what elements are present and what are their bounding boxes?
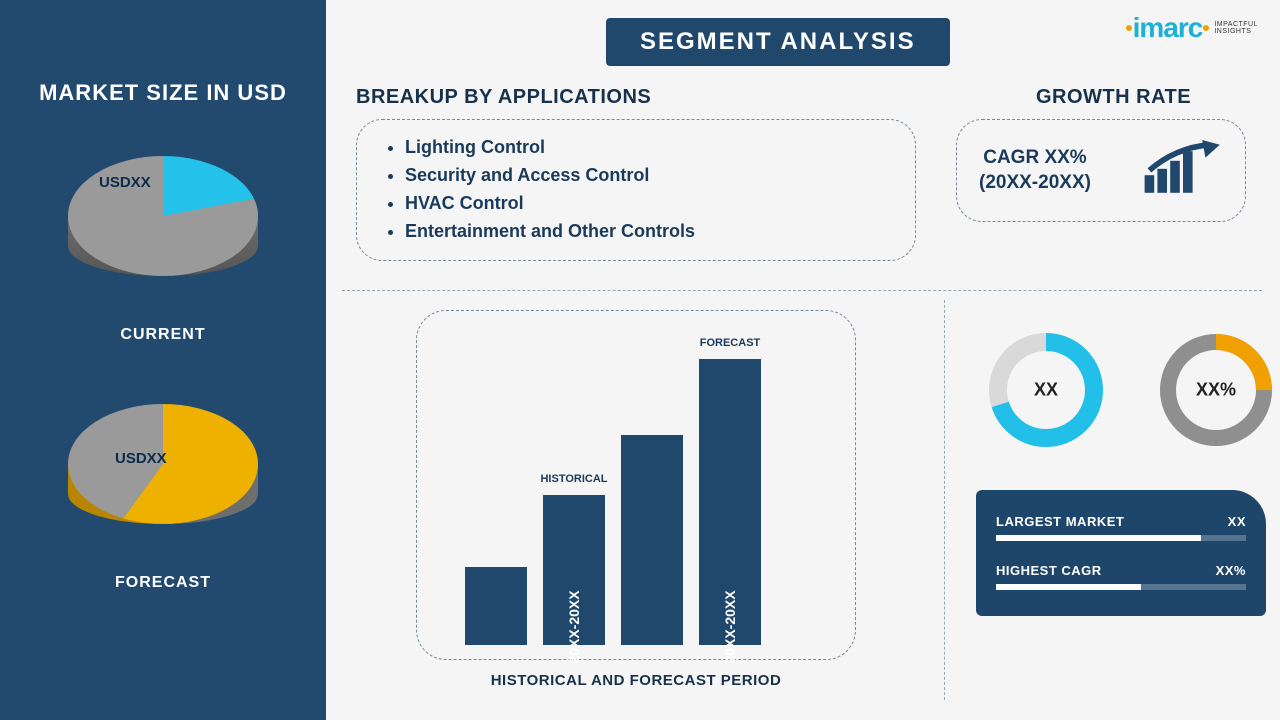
- pie-value-label: USDXX: [115, 450, 167, 467]
- logo-sub-line: INSIGHTS: [1214, 28, 1251, 35]
- pie-top: [68, 156, 258, 276]
- logo-dot-icon: [1203, 25, 1209, 31]
- growth-text: CAGR XX% (20XX-20XX): [979, 146, 1091, 195]
- pie-forecast: USDXX: [53, 384, 273, 564]
- page-title: SEGMENT ANALYSIS: [606, 18, 950, 66]
- logo-sub-line: IMPACTFUL: [1214, 21, 1258, 28]
- donut-label: XX%: [1196, 380, 1236, 401]
- growth-period: (20XX-20XX): [979, 172, 1091, 193]
- donut-highest-cagr: XX%: [1156, 330, 1276, 450]
- breakup-section: BREAKUP BY APPLICATIONS Lighting Control…: [356, 86, 916, 261]
- bar: HISTORICAL20XX-20XX: [543, 495, 605, 645]
- info-label: HIGHEST CAGR: [996, 563, 1102, 578]
- info-bar-fill: [996, 535, 1201, 541]
- logo-subtitle: IMPACTFUL INSIGHTS: [1214, 21, 1258, 35]
- info-card: LARGEST MARKET XX HIGHEST CAGR XX%: [976, 490, 1266, 616]
- growth-chart-icon: [1143, 138, 1223, 203]
- donut-largest-market: XX: [986, 330, 1106, 450]
- logo-text: imarc: [1133, 12, 1203, 44]
- growth-cagr: CAGR XX%: [983, 147, 1086, 168]
- bar-period-label: 20XX-20XX: [722, 590, 738, 663]
- growth-box: CAGR XX% (20XX-20XX): [956, 119, 1246, 222]
- info-value: XX%: [1216, 563, 1246, 578]
- divider-horizontal: [342, 290, 1262, 291]
- historical-forecast-section: HISTORICAL20XX-20XXFORECAST20XX-20XX HIS…: [366, 310, 926, 660]
- pie-value-label: USDXX: [99, 174, 151, 191]
- breakup-box: Lighting ControlSecurity and Access Cont…: [356, 119, 916, 261]
- donut-charts: XX XX%: [986, 330, 1276, 450]
- growth-section: GROWTH RATE CAGR XX% (20XX-20XX): [956, 86, 1246, 222]
- info-label: LARGEST MARKET: [996, 514, 1124, 529]
- breakup-item: Lighting Control: [405, 134, 715, 162]
- pie-caption-forecast: FORECAST: [115, 574, 211, 592]
- brand-logo: imarc IMPACTFUL INSIGHTS: [1125, 12, 1258, 44]
- info-bar-fill: [996, 584, 1141, 590]
- hist-caption: HISTORICAL AND FORECAST PERIOD: [491, 672, 782, 689]
- breakup-title: BREAKUP BY APPLICATIONS: [356, 86, 916, 109]
- pie-caption-current: CURRENT: [120, 326, 205, 344]
- pie-current: USDXX: [53, 136, 273, 316]
- hist-chart-box: HISTORICAL20XX-20XXFORECAST20XX-20XX HIS…: [416, 310, 856, 660]
- breakup-item: HVAC Control: [405, 190, 715, 218]
- bar-top-label: HISTORICAL: [540, 473, 607, 485]
- breakup-item: Security and Access Control: [405, 162, 715, 190]
- breakup-item: Entertainment and Other Controls: [405, 218, 715, 246]
- info-row: LARGEST MARKET XX: [996, 514, 1246, 541]
- logo-dot-icon: [1126, 25, 1132, 31]
- bar: [621, 435, 683, 645]
- bar: [465, 567, 527, 645]
- divider-vertical: [944, 300, 945, 700]
- info-bar: [996, 535, 1246, 541]
- info-bar: [996, 584, 1246, 590]
- bar: FORECAST20XX-20XX: [699, 359, 761, 645]
- growth-title: GROWTH RATE: [1036, 86, 1246, 109]
- donut-label: XX: [1034, 380, 1058, 401]
- breakup-list: Lighting ControlSecurity and Access Cont…: [383, 134, 715, 246]
- market-size-panel: MARKET SIZE IN USD USDXX CURRENT USDXX F…: [0, 0, 326, 720]
- market-size-title: MARKET SIZE IN USD: [39, 80, 287, 106]
- info-row: HIGHEST CAGR XX%: [996, 563, 1246, 590]
- analysis-panel: SEGMENT ANALYSIS imarc IMPACTFUL INSIGHT…: [326, 0, 1280, 720]
- bar-period-label: 20XX-20XX: [566, 590, 582, 663]
- bar-chart: HISTORICAL20XX-20XX FORECAST20XX-20XX: [465, 345, 761, 645]
- page: MARKET SIZE IN USD USDXX CURRENT USDXX F…: [0, 0, 1280, 720]
- info-value: XX: [1228, 514, 1246, 529]
- bar-top-label: FORECAST: [700, 337, 761, 349]
